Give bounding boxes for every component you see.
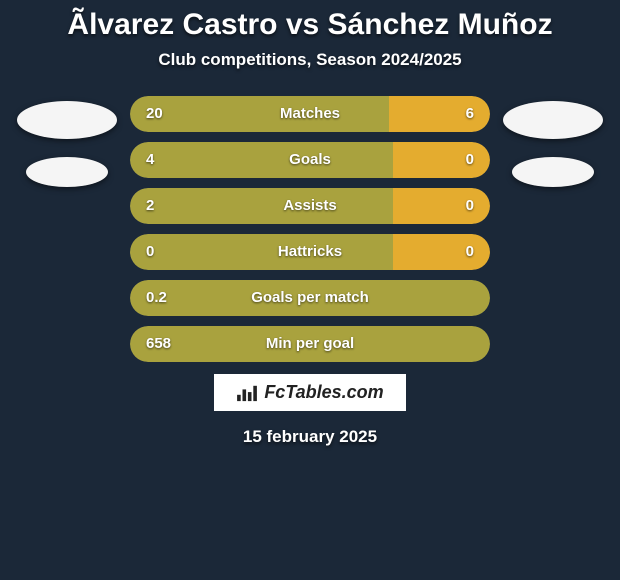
page-title: Ãlvarez Castro vs Sánchez Muñoz (67, 8, 552, 42)
stat-row: 0.2Goals per match (130, 280, 490, 316)
stat-row: 658Min per goal (130, 326, 490, 362)
bar-chart-icon (236, 384, 258, 402)
logo-box: FcTables.com (214, 374, 405, 411)
left-player-photo-1 (17, 101, 117, 139)
stat-label: Goals per match (130, 280, 490, 316)
stat-label: Min per goal (130, 326, 490, 362)
stat-row: 206Matches (130, 96, 490, 132)
stat-row: 40Goals (130, 142, 490, 178)
stat-row: 20Assists (130, 188, 490, 224)
stats-column: 206Matches 40Goals 20Assists 00Hattricks 0.2… (130, 96, 490, 362)
left-player-photos (12, 96, 122, 187)
logo-text: FcTables.com (264, 382, 383, 403)
stat-label: Assists (130, 188, 490, 224)
stat-label: Matches (130, 96, 490, 132)
stat-label: Goals (130, 142, 490, 178)
right-player-photo-2 (512, 157, 594, 187)
page-subtitle: Club competitions, Season 2024/2025 (158, 50, 461, 70)
right-player-photo-1 (503, 101, 603, 139)
right-player-photos (498, 96, 608, 187)
date-label: 15 february 2025 (243, 427, 377, 447)
content-row: 206Matches 40Goals 20Assists 00Hattricks 0.2… (0, 96, 620, 362)
stat-label: Hattricks (130, 234, 490, 270)
left-player-photo-2 (26, 157, 108, 187)
stat-row: 00Hattricks (130, 234, 490, 270)
